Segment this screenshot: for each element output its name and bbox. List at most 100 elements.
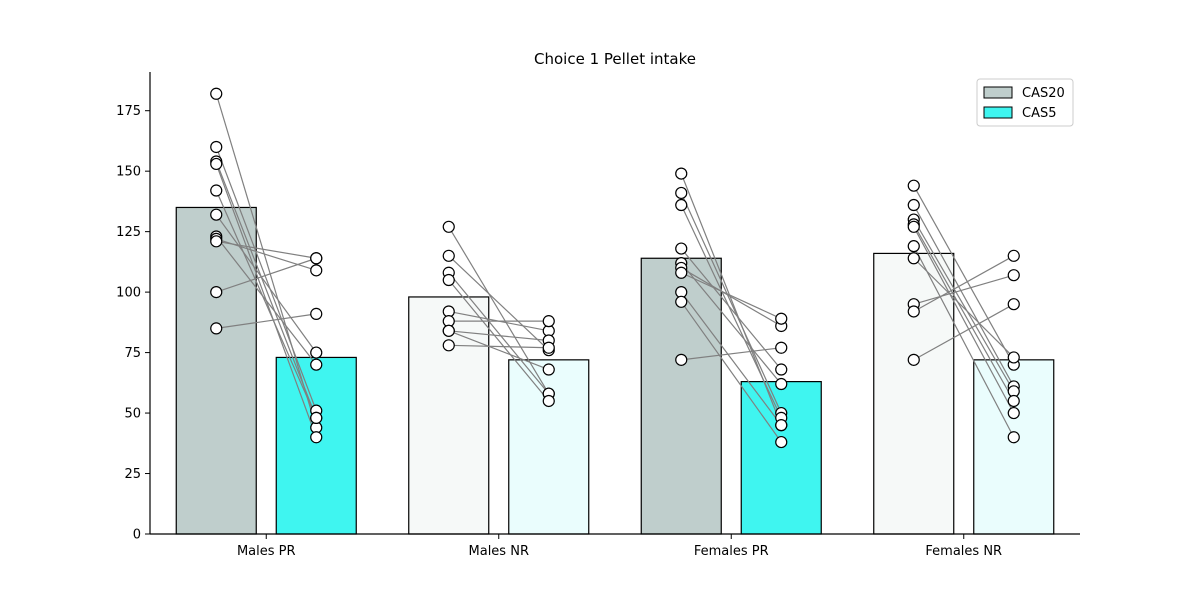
data-point-cas5 <box>1007 249 1020 262</box>
pair-line <box>215 214 317 353</box>
pair-line <box>913 204 1015 387</box>
data-point-cas5 <box>542 341 555 354</box>
data-point-cas5 <box>1007 269 1020 282</box>
y-tick-label: 175 <box>116 104 141 119</box>
pair-line <box>216 240 317 259</box>
data-point-cas20 <box>907 353 920 366</box>
data-point-cas5 <box>775 312 788 325</box>
pair-line <box>913 226 1015 414</box>
y-tick-label: 50 <box>124 407 141 422</box>
data-point-cas20 <box>675 167 688 180</box>
y-tick-label: 150 <box>116 165 141 180</box>
pair-lines-layer <box>215 93 1015 443</box>
pair-line <box>680 301 782 443</box>
data-point-cas20 <box>675 266 688 279</box>
pair-line <box>215 236 317 366</box>
x-tick-label: Females PR <box>694 544 769 559</box>
data-point-cas5 <box>310 264 323 277</box>
data-point-cas5 <box>310 431 323 444</box>
pair-line <box>913 274 1014 305</box>
pair-line <box>913 185 1015 365</box>
pair-line <box>448 272 550 395</box>
data-point-cas20 <box>907 220 920 233</box>
pair-line <box>913 255 1015 312</box>
data-point-cas5 <box>1007 351 1020 364</box>
pair-line <box>448 344 549 349</box>
data-point-cas20 <box>210 157 223 171</box>
data-point-cas5 <box>1007 298 1020 311</box>
data-point-cas20 <box>907 240 920 253</box>
pair-line <box>681 347 782 361</box>
pair-line <box>913 257 1015 358</box>
y-tick-label: 75 <box>124 346 141 361</box>
data-point-cas20 <box>442 273 455 287</box>
legend-swatch-cas20 <box>983 86 1013 99</box>
data-point-cas20 <box>210 208 223 221</box>
data-point-cas20 <box>210 286 223 299</box>
pair-line <box>680 267 782 327</box>
legend-label-cas5: CAS5 <box>1022 106 1057 121</box>
data-point-cas5 <box>310 346 323 359</box>
bar-females-pr-cas5 <box>740 381 822 535</box>
data-point-cas5 <box>310 252 323 265</box>
pair-line <box>448 279 550 402</box>
data-point-cas5 <box>775 363 788 376</box>
data-point-cas20 <box>442 324 455 337</box>
data-point-cas20 <box>907 198 920 212</box>
data-point-cas20 <box>907 179 920 192</box>
pair-line <box>680 272 782 320</box>
legend: CAS20 CAS5 <box>976 78 1074 127</box>
pair-line <box>448 330 549 342</box>
x-tick-label: Males NR <box>469 544 529 559</box>
pair-line <box>913 303 1015 361</box>
data-point-cas20 <box>675 198 688 212</box>
data-point-cas20 <box>907 305 920 318</box>
pair-line <box>216 257 317 293</box>
data-point-cas5 <box>1007 394 1020 408</box>
pair-line <box>216 313 317 329</box>
data-point-cas5 <box>310 411 323 424</box>
y-tick-label: 100 <box>116 286 141 301</box>
data-point-cas20 <box>210 184 223 197</box>
y-tick-label: 125 <box>116 225 141 240</box>
x-tick-label: Males PR <box>237 544 296 559</box>
y-tick-label: 0 <box>133 528 141 543</box>
data-point-cas5 <box>542 315 555 328</box>
pair-line <box>913 219 1015 392</box>
bar-males-nr-cas5 <box>508 359 590 535</box>
data-point-cas5 <box>1007 431 1020 444</box>
axes-layer: Males PR Males NR Females PR Females NR 0 25 5… <box>116 72 1080 559</box>
data-point-cas5 <box>775 419 788 432</box>
data-point-cas20 <box>675 295 688 308</box>
pair-line <box>215 190 317 419</box>
pair-line <box>448 226 550 395</box>
data-point-cas5 <box>542 394 555 408</box>
data-point-cas5 <box>310 358 323 371</box>
data-point-cas20 <box>907 252 920 265</box>
data-point-cas20 <box>210 322 223 335</box>
chart-title: Choice 1 Pellet intake <box>534 50 696 68</box>
legend-swatch-cas5 <box>983 106 1013 119</box>
data-point-cas20 <box>210 140 223 154</box>
pair-line <box>680 291 782 426</box>
data-point-cas5 <box>542 363 555 376</box>
pair-line <box>215 93 317 428</box>
data-point-cas20 <box>210 235 223 248</box>
data-point-cas5 <box>310 307 323 320</box>
y-tick-label: 25 <box>124 467 141 482</box>
pair-line <box>680 262 782 385</box>
pair-line <box>215 146 317 411</box>
data-point-cas20 <box>442 220 455 233</box>
data-point-cas5 <box>1007 406 1020 420</box>
data-point-cas5 <box>775 435 788 449</box>
pair-line <box>448 255 550 351</box>
data-point-cas20 <box>675 186 688 200</box>
points-layer <box>210 87 1020 449</box>
legend-label-cas20: CAS20 <box>1022 86 1065 101</box>
pair-line <box>680 192 782 414</box>
pair-line <box>448 330 549 371</box>
bar-males-pr-cas5 <box>275 356 357 535</box>
data-point-cas20 <box>442 339 455 352</box>
pair-line <box>680 204 782 419</box>
